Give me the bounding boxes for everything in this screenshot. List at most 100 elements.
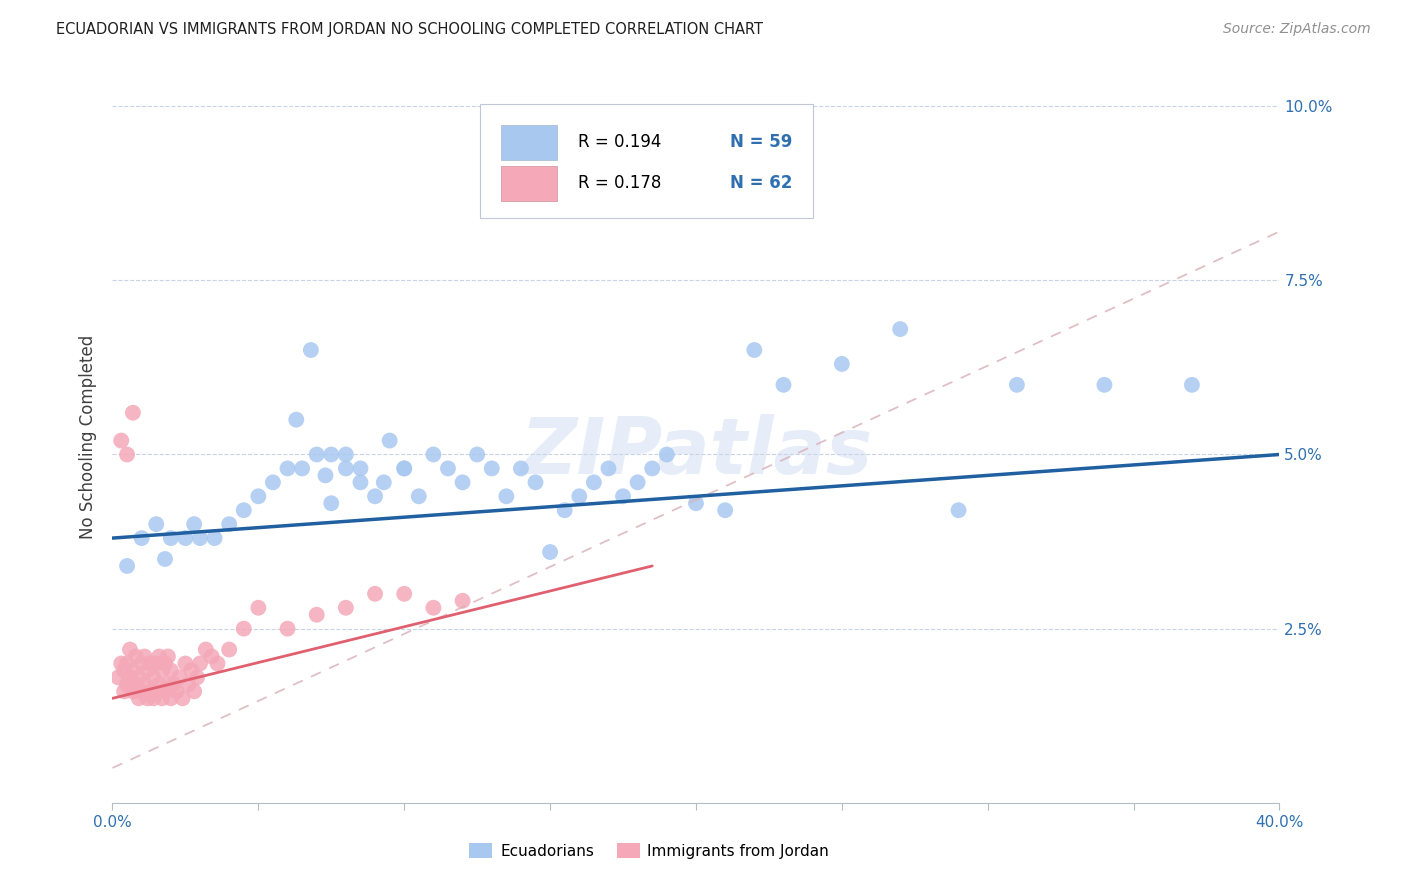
Text: ECUADORIAN VS IMMIGRANTS FROM JORDAN NO SCHOOLING COMPLETED CORRELATION CHART: ECUADORIAN VS IMMIGRANTS FROM JORDAN NO … bbox=[56, 22, 763, 37]
Point bbox=[142, 691, 165, 706]
Point bbox=[671, 176, 693, 190]
Point bbox=[118, 670, 141, 684]
Text: N = 62: N = 62 bbox=[730, 174, 792, 193]
Point bbox=[131, 684, 153, 698]
Point bbox=[349, 475, 371, 490]
Point bbox=[136, 664, 159, 678]
Point bbox=[160, 664, 183, 678]
Point bbox=[183, 517, 205, 532]
Point bbox=[378, 434, 401, 448]
Point bbox=[831, 357, 853, 371]
Point bbox=[218, 517, 240, 532]
Point bbox=[1092, 377, 1115, 392]
Point bbox=[148, 649, 170, 664]
Point bbox=[392, 461, 416, 475]
Point bbox=[128, 670, 150, 684]
Point bbox=[314, 468, 336, 483]
Point bbox=[742, 343, 765, 357]
FancyBboxPatch shape bbox=[501, 125, 557, 160]
Point bbox=[156, 677, 179, 691]
Point bbox=[321, 496, 343, 510]
Point bbox=[422, 448, 444, 462]
Point bbox=[335, 600, 357, 615]
Point bbox=[948, 503, 970, 517]
Point bbox=[115, 657, 138, 671]
Point bbox=[568, 489, 591, 503]
Point bbox=[122, 406, 145, 420]
Point bbox=[174, 657, 197, 671]
Point bbox=[160, 531, 183, 545]
Point bbox=[392, 461, 416, 475]
Point bbox=[364, 489, 387, 503]
Point bbox=[163, 677, 186, 691]
Point bbox=[889, 322, 911, 336]
Point bbox=[145, 657, 167, 671]
Point bbox=[232, 622, 254, 636]
Text: ZIPatlas: ZIPatlas bbox=[520, 414, 872, 490]
Point bbox=[207, 657, 229, 671]
Point bbox=[641, 461, 664, 475]
Point bbox=[685, 496, 707, 510]
Point bbox=[139, 657, 162, 671]
Point bbox=[122, 684, 145, 698]
Point bbox=[321, 448, 343, 462]
Text: R = 0.194: R = 0.194 bbox=[578, 133, 661, 152]
Point bbox=[153, 684, 176, 698]
FancyBboxPatch shape bbox=[479, 104, 813, 218]
Point bbox=[142, 670, 165, 684]
Point bbox=[481, 461, 503, 475]
Point bbox=[408, 489, 430, 503]
Point bbox=[112, 664, 135, 678]
Point bbox=[538, 545, 561, 559]
Point bbox=[364, 587, 387, 601]
Point bbox=[125, 649, 148, 664]
Point bbox=[115, 677, 138, 691]
Point bbox=[172, 691, 194, 706]
Point bbox=[148, 677, 170, 691]
Point bbox=[110, 657, 132, 671]
Point bbox=[160, 691, 183, 706]
Point bbox=[392, 587, 416, 601]
Point bbox=[335, 448, 357, 462]
Point bbox=[305, 448, 328, 462]
Point bbox=[495, 489, 517, 503]
Point bbox=[134, 677, 156, 691]
Text: Source: ZipAtlas.com: Source: ZipAtlas.com bbox=[1223, 22, 1371, 37]
Point bbox=[186, 670, 208, 684]
Y-axis label: No Schooling Completed: No Schooling Completed bbox=[79, 335, 97, 539]
Point bbox=[262, 475, 284, 490]
Point bbox=[115, 558, 138, 573]
Point bbox=[128, 691, 150, 706]
Point bbox=[134, 649, 156, 664]
Legend: Ecuadorians, Immigrants from Jordan: Ecuadorians, Immigrants from Jordan bbox=[464, 837, 835, 864]
Point bbox=[139, 684, 162, 698]
Point bbox=[131, 657, 153, 671]
Point bbox=[201, 649, 224, 664]
Point bbox=[156, 649, 179, 664]
Text: N = 59: N = 59 bbox=[730, 133, 792, 152]
Point bbox=[437, 461, 460, 475]
Point bbox=[582, 475, 605, 490]
Point bbox=[291, 461, 314, 475]
Point bbox=[247, 489, 270, 503]
Point bbox=[1005, 377, 1028, 392]
Point bbox=[145, 684, 167, 698]
Point bbox=[451, 475, 474, 490]
Point bbox=[115, 448, 138, 462]
Point bbox=[422, 600, 444, 615]
Text: R = 0.178: R = 0.178 bbox=[578, 174, 661, 193]
Point bbox=[169, 670, 191, 684]
Point bbox=[612, 489, 634, 503]
Point bbox=[299, 343, 322, 357]
Point bbox=[509, 461, 531, 475]
Point bbox=[285, 412, 308, 426]
Point bbox=[166, 684, 188, 698]
Point bbox=[714, 503, 737, 517]
Point bbox=[145, 517, 167, 532]
Point bbox=[150, 664, 173, 678]
Point bbox=[1181, 377, 1204, 392]
Point bbox=[451, 594, 474, 608]
Point bbox=[232, 503, 254, 517]
Point bbox=[554, 503, 576, 517]
Point bbox=[153, 657, 176, 671]
